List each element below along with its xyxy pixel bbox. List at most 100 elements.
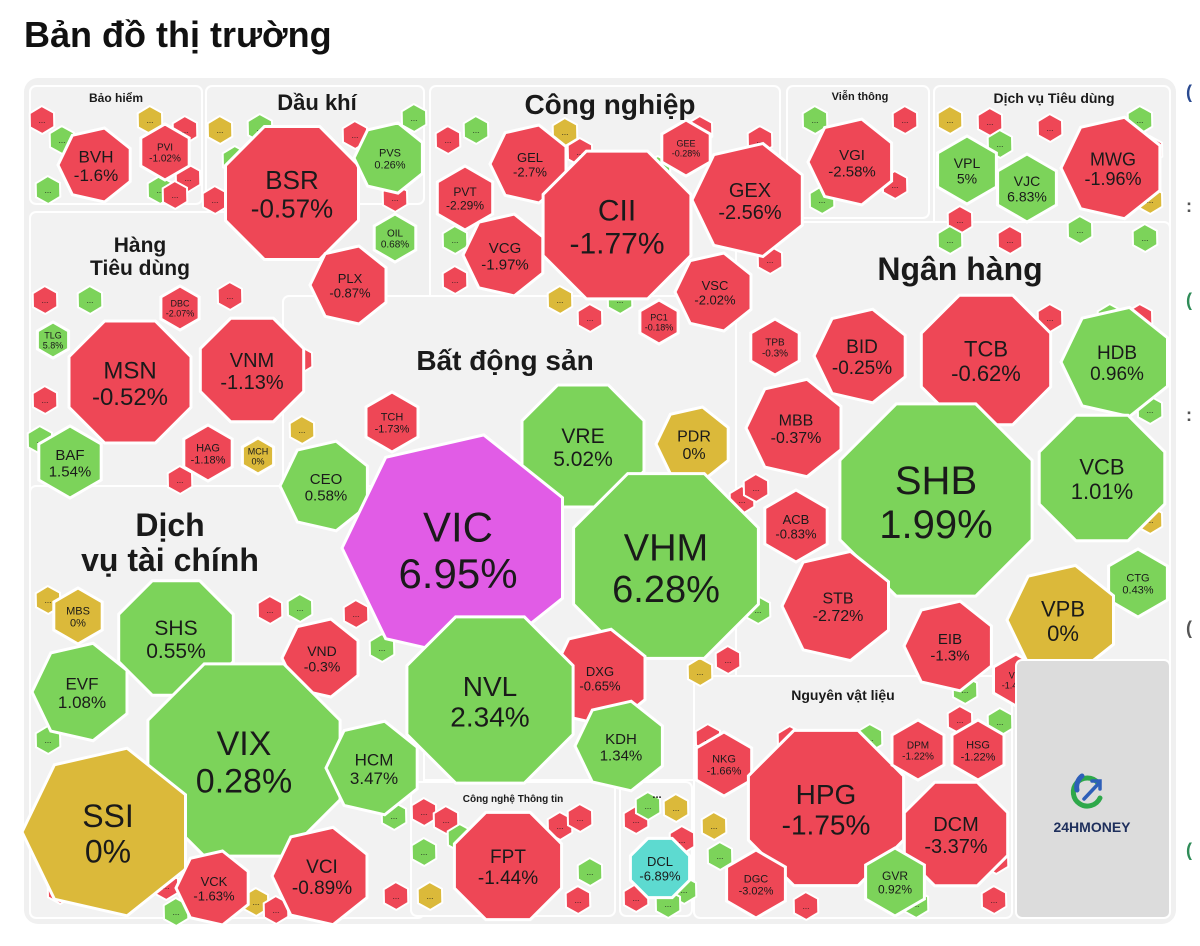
stock-cell-dgc[interactable]: DGC-3.02% (725, 848, 787, 920)
minor-stock-cell[interactable]: ... (801, 104, 829, 136)
stock-cell-vci[interactable]: VCI-0.89% (270, 825, 369, 927)
minor-stock-cell[interactable]: ... (546, 284, 574, 316)
minor-stock-cell[interactable]: ... (980, 884, 1008, 916)
stock-cell-hag[interactable]: HAG-1.18% (182, 423, 234, 483)
minor-stock-cell[interactable]: ... (382, 880, 410, 912)
minor-stock-cell[interactable]: ... (216, 280, 244, 312)
stock-cell-plx[interactable]: PLX-0.87% (308, 244, 388, 326)
minor-stock-cell[interactable]: ... (286, 592, 314, 624)
stock-cell-vck[interactable]: VCK-1.63% (174, 849, 250, 927)
stock-cell-dcl[interactable]: DCL-6.89% (628, 836, 692, 900)
stock-cell-vsc[interactable]: VSC-2.02% (673, 251, 753, 333)
stock-cell-pc1[interactable]: PC1-0.18% (638, 298, 680, 346)
stock-cell-gel[interactable]: GEL-2.7% (488, 123, 568, 205)
minor-stock-cell[interactable]: ... (34, 174, 62, 206)
minor-stock-cell[interactable]: ... (936, 104, 964, 136)
minor-stock-cell[interactable]: ... (441, 224, 469, 256)
stock-cell-acb[interactable]: ACB-0.83% (763, 488, 829, 564)
stock-cell-gee[interactable]: GEE-0.28% (660, 118, 712, 178)
minor-stock-cell[interactable]: ... (441, 264, 469, 296)
minor-stock-cell[interactable]: ... (576, 302, 604, 334)
minor-stock-cell[interactable]: ... (201, 184, 229, 216)
minor-stock-cell[interactable]: ... (28, 104, 56, 136)
minor-stock-cell[interactable]: ... (742, 472, 770, 504)
minor-stock-cell[interactable]: ... (700, 810, 728, 842)
stock-cell-mwg[interactable]: MWG-1.96% (1059, 115, 1162, 221)
minor-stock-cell[interactable]: ... (996, 224, 1024, 256)
minor-stock-cell[interactable]: ... (576, 856, 604, 888)
minor-stock-cell[interactable]: ... (416, 880, 444, 912)
minor-stock-cell[interactable]: ... (564, 884, 592, 916)
minor-stock-cell[interactable]: ... (410, 836, 438, 868)
stock-cell-dcm[interactable]: DCM-3.37% (902, 780, 1010, 888)
stock-cell-pvi[interactable]: PVI-1.02% (139, 122, 191, 182)
minor-stock-cell[interactable]: ... (410, 796, 438, 828)
minor-stock-cell[interactable]: ... (432, 804, 460, 836)
stock-cell-eib[interactable]: EIB-1.3% (902, 599, 993, 693)
minor-stock-cell[interactable]: ... (31, 284, 59, 316)
stock-cell-msn[interactable]: MSN-0.52% (67, 319, 193, 445)
stock-cell-bvh[interactable]: BVH-1.6% (56, 126, 132, 204)
minor-stock-cell[interactable]: ... (792, 890, 820, 922)
minor-stock-cell[interactable]: ... (1131, 222, 1159, 254)
minor-stock-cell[interactable]: ... (714, 644, 742, 676)
stock-cell-vgi[interactable]: VGI-2.58% (806, 117, 894, 207)
stock-cell-vnd[interactable]: VND-0.3% (280, 617, 360, 699)
minor-stock-cell[interactable]: ... (634, 790, 662, 822)
stock-cell-vnm[interactable]: VNM-1.13% (198, 316, 306, 424)
stock-cell-fpt[interactable]: FPT-1.44% (452, 810, 564, 922)
minor-stock-cell[interactable]: ... (342, 598, 370, 630)
stock-cell-hpg[interactable]: HPG-1.75% (746, 728, 906, 888)
minor-stock-cell[interactable]: ... (662, 792, 690, 824)
stock-cell-nkg[interactable]: NKG-1.66% (694, 730, 754, 798)
minor-stock-cell[interactable]: ... (462, 114, 490, 146)
minor-stock-cell[interactable]: ... (566, 802, 594, 834)
stock-cell-pvt[interactable]: PVT-2.29% (435, 164, 495, 232)
stock-cell-mbb[interactable]: MBB-0.37% (744, 377, 843, 479)
stock-cell-tpb[interactable]: TPB-0.3% (749, 317, 801, 377)
stock-cell-dbc[interactable]: DBC-2.07% (159, 284, 201, 332)
minor-stock-cell[interactable]: ... (434, 124, 462, 156)
stock-cell-dpm[interactable]: DPM-1.22% (890, 718, 946, 782)
stock-cell-vcg[interactable]: VCG-1.97% (461, 212, 545, 298)
minor-stock-cell[interactable]: ... (206, 114, 234, 146)
stock-cell-tch[interactable]: TCH-1.73% (364, 390, 420, 454)
minor-stock-cell[interactable]: ... (1036, 112, 1064, 144)
minor-stock-cell[interactable]: ... (1066, 214, 1094, 246)
minor-stock-cell[interactable]: ... (256, 594, 284, 626)
stock-cell-stb[interactable]: STB-2.72% (780, 549, 890, 663)
stock-cell-cii[interactable]: CII-1.77% (541, 149, 693, 301)
stock-cell-hsg[interactable]: HSG-1.22% (950, 718, 1006, 782)
minor-stock-cell[interactable]: ... (936, 224, 964, 256)
minor-stock-cell[interactable]: ... (288, 414, 316, 446)
stock-cell-tcb[interactable]: TCB-0.62% (919, 293, 1053, 427)
minor-stock-cell[interactable]: ... (891, 104, 919, 136)
minor-stock-cell[interactable]: ... (161, 179, 189, 211)
